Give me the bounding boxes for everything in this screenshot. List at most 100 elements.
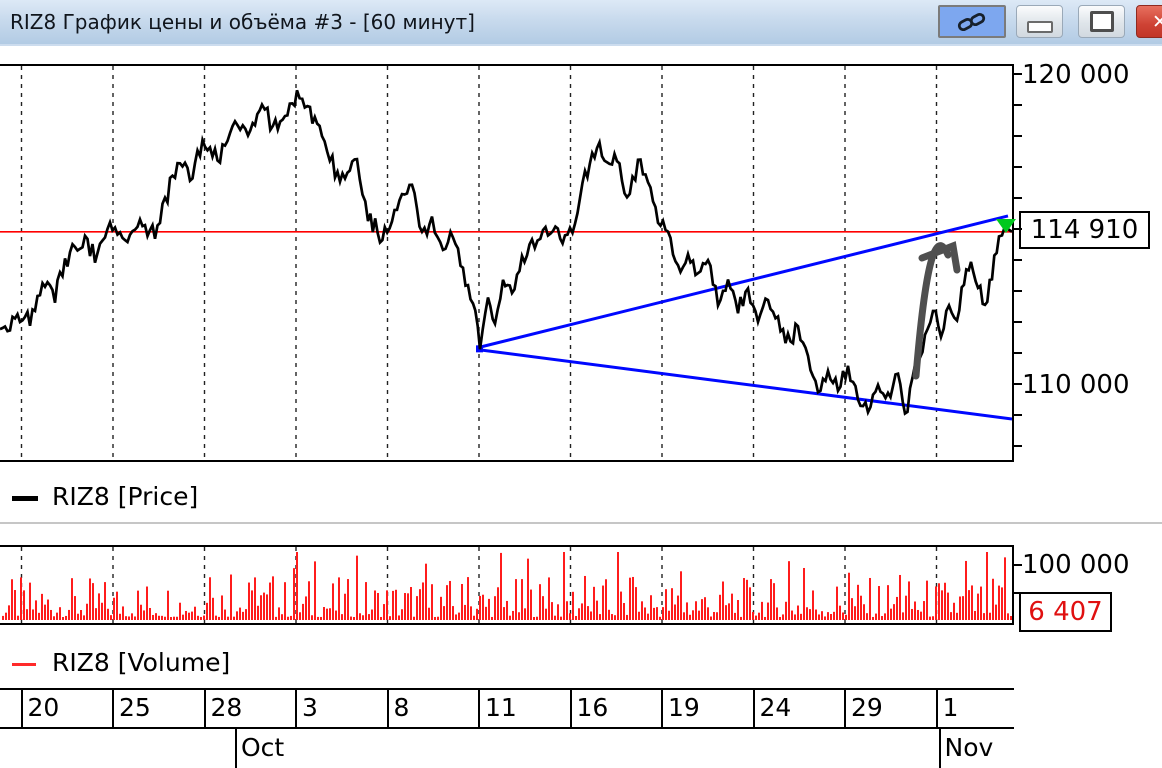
volume-bar xyxy=(422,582,424,620)
volume-bar xyxy=(611,614,613,620)
volume-bar xyxy=(584,575,586,620)
volume-bar xyxy=(662,607,664,620)
volume-bar xyxy=(545,608,547,620)
volume-bar xyxy=(629,577,631,620)
price-axis-tickmark xyxy=(1014,383,1022,385)
volume-bar xyxy=(566,601,568,620)
volume-bar xyxy=(602,585,604,620)
volume-bar xyxy=(131,613,133,620)
volume-bar xyxy=(212,597,214,620)
volume-bar xyxy=(215,615,217,620)
maximize-button[interactable] xyxy=(1078,5,1125,38)
volume-bar xyxy=(176,616,178,620)
volume-bar xyxy=(548,577,550,620)
volume-bar xyxy=(47,599,49,620)
month-axis: Oct Nov xyxy=(0,729,1162,768)
volume-bar xyxy=(110,615,112,620)
volume-bar xyxy=(11,579,13,620)
volume-bar xyxy=(104,582,106,620)
volume-bar xyxy=(425,563,427,620)
day-label-24: 24 xyxy=(759,693,792,722)
volume-bar xyxy=(416,596,418,620)
volume-bar xyxy=(485,606,487,620)
volume-axis-tickmark xyxy=(1014,564,1022,566)
volume-bar xyxy=(128,616,130,620)
volume-bar xyxy=(218,616,220,620)
volume-bar xyxy=(845,614,847,620)
volume-pane[interactable] xyxy=(0,545,1014,625)
volume-bar xyxy=(710,616,712,620)
volume-bar xyxy=(617,552,619,620)
volume-bar xyxy=(23,590,25,620)
volume-bar xyxy=(362,615,364,620)
volume-bar xyxy=(539,584,541,620)
volume-bar xyxy=(839,605,841,620)
volume-bar xyxy=(8,605,10,620)
volume-bar xyxy=(971,585,973,620)
volume-bar xyxy=(152,614,154,620)
volume-bar xyxy=(491,616,493,620)
volume-bar xyxy=(674,604,676,620)
price-axis-tickmark xyxy=(1014,228,1022,230)
volume-bar xyxy=(473,615,475,620)
current-price-marker-icon xyxy=(996,218,1016,233)
link-button[interactable] xyxy=(938,5,1006,38)
day-label-29: 29 xyxy=(851,693,883,722)
volume-bar xyxy=(233,616,235,620)
volume-bar xyxy=(311,615,313,620)
volume-bar xyxy=(872,616,874,620)
volume-bar xyxy=(788,561,790,620)
volume-bar xyxy=(53,616,55,620)
volume-bar xyxy=(527,558,529,620)
volume-bar xyxy=(326,608,328,620)
volume-axis-tickmark xyxy=(1014,592,1022,594)
close-button[interactable]: ✕ xyxy=(1136,5,1162,38)
volume-bar xyxy=(884,613,886,620)
price-axis-tickmark xyxy=(1014,73,1022,75)
price-chart-canvas[interactable] xyxy=(0,66,1013,460)
day-cell-divider xyxy=(478,690,480,727)
volume-bar xyxy=(347,579,349,620)
volume-bar xyxy=(194,606,196,620)
volume-bar xyxy=(806,607,808,620)
volume-bar xyxy=(182,614,184,620)
price-axis-tickmark xyxy=(1014,259,1022,261)
volume-chart-canvas[interactable] xyxy=(0,547,1012,623)
volume-bar xyxy=(986,552,988,620)
volume-bar xyxy=(536,616,538,620)
volume-bar xyxy=(458,612,460,620)
volume-bar xyxy=(398,615,400,620)
day-cell-divider xyxy=(386,690,389,727)
volume-bar xyxy=(209,577,211,620)
price-pane[interactable] xyxy=(0,64,1014,462)
volume-bar xyxy=(305,596,307,620)
minimize-button[interactable] xyxy=(1016,5,1063,38)
volume-bar xyxy=(887,585,889,620)
volume-bar xyxy=(83,615,85,620)
volume-bar xyxy=(464,604,466,620)
volume-bar xyxy=(785,601,787,620)
price-axis-tick-110000: 110 000 xyxy=(1022,370,1130,400)
volume-bar xyxy=(905,595,907,620)
volume-bar xyxy=(755,615,757,620)
volume-bar xyxy=(314,561,316,620)
volume-bar xyxy=(170,616,172,620)
volume-bar xyxy=(479,595,481,620)
volume-bar xyxy=(134,616,136,620)
day-label-28: 28 xyxy=(210,693,243,722)
volume-bar xyxy=(173,616,175,620)
volume-bar xyxy=(365,582,367,620)
volume-bar xyxy=(791,610,793,620)
day-cell-divider xyxy=(203,690,206,727)
volume-bar xyxy=(563,552,565,620)
volume-bar xyxy=(329,608,331,620)
day-cell-divider xyxy=(112,690,114,727)
volume-bar xyxy=(77,613,79,620)
volume-bar xyxy=(575,615,577,620)
volume-bar xyxy=(821,611,823,620)
volume-bar xyxy=(206,602,208,620)
volume-bar xyxy=(38,612,40,620)
volume-bar xyxy=(401,609,403,620)
volume-bar xyxy=(914,601,916,620)
